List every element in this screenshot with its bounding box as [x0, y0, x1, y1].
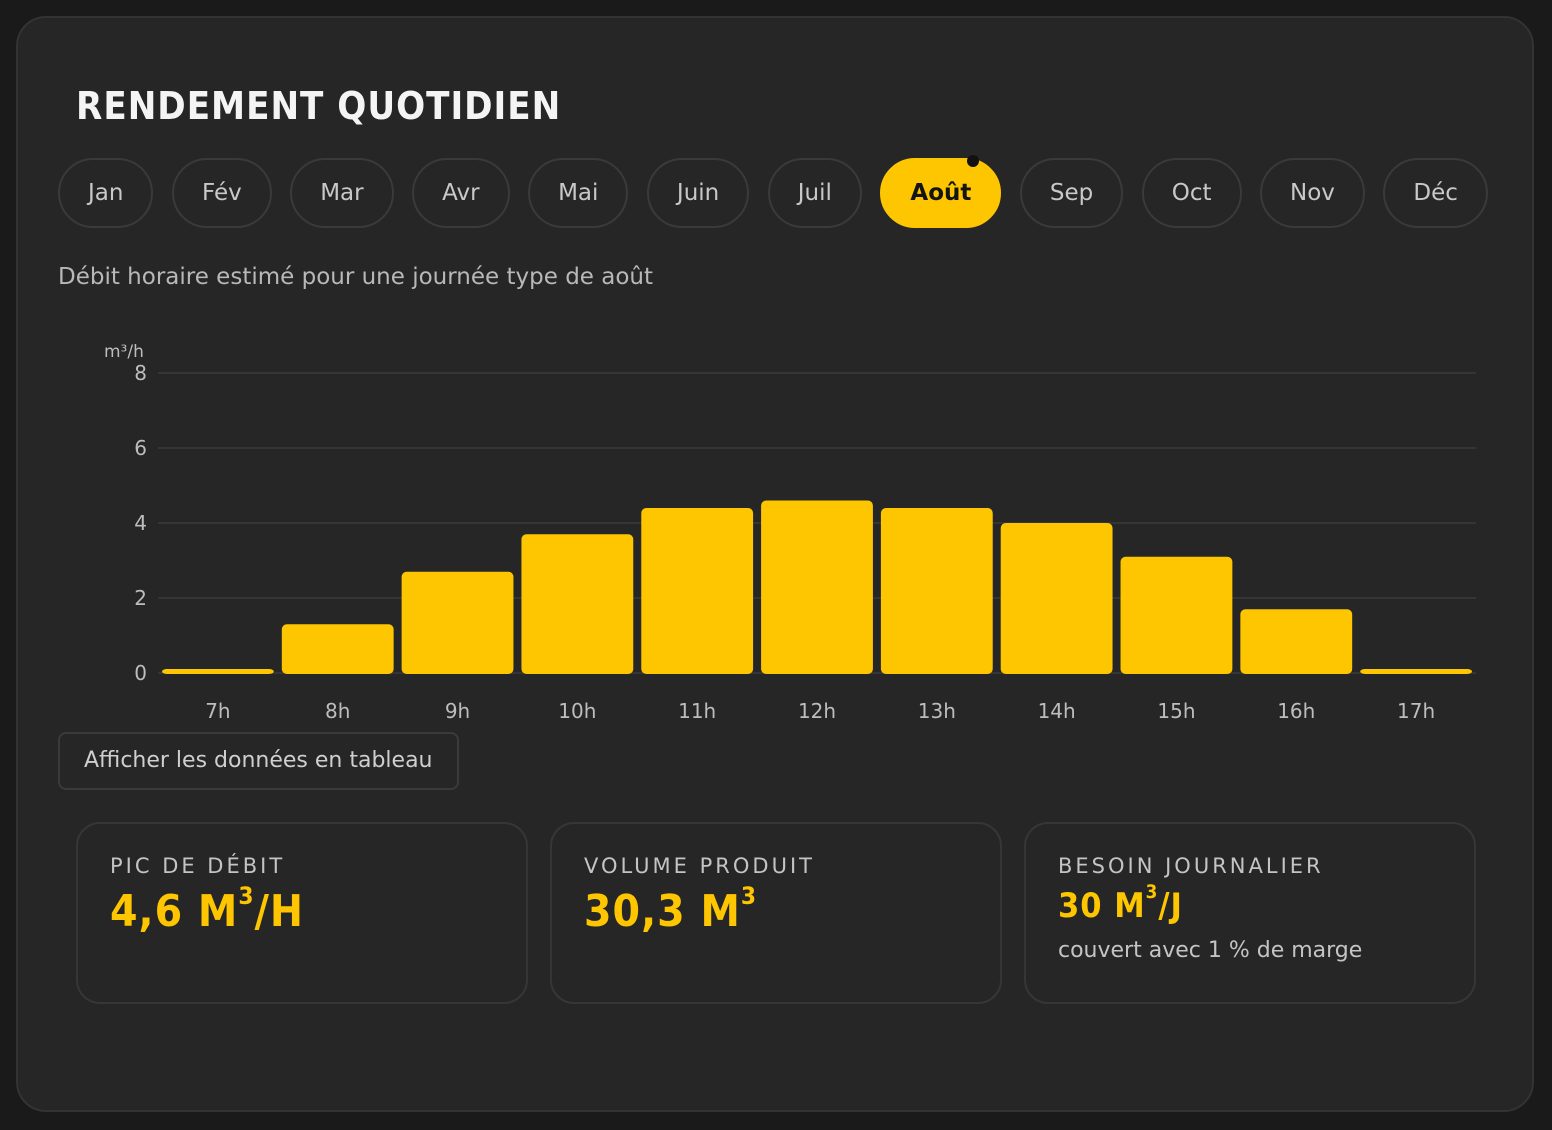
y-axis-unit: m³/h	[104, 342, 144, 362]
x-tick-label: 17h	[1397, 699, 1435, 723]
bar-16h[interactable]	[1240, 609, 1353, 674]
stat-note-need: couvert avec 1 % de marge	[1058, 938, 1363, 963]
month-tab-2[interactable]: Mar	[290, 158, 394, 228]
month-selector: Jan Fév Mar Avr Mai Juin Juil Août Sep Oct Nov Déc	[58, 158, 1488, 228]
bar-11h[interactable]	[641, 508, 754, 674]
y-tick-label: 0	[134, 661, 147, 685]
hourly-flow-chart: 0 2 4 6 8m³/h 7h 8h 9h 10h 11h 12h 13h 14h 15h 16h 17h	[104, 342, 1476, 723]
show-table-button[interactable]: Afficher les données en tableau	[58, 732, 459, 790]
x-tick-label: 13h	[918, 699, 956, 723]
stat-value-need: 30 M3/J	[1058, 882, 1183, 926]
x-tick-label: 14h	[1038, 699, 1076, 723]
month-tab-10[interactable]: Nov	[1260, 158, 1365, 228]
stat-label-peak: PIC DE DÉBIT	[110, 854, 286, 878]
bar-17h[interactable]	[1360, 669, 1472, 674]
stat-label-volume: VOLUME PRODUIT	[584, 854, 815, 878]
month-tab-6[interactable]: Juil	[767, 158, 862, 228]
bar-7h[interactable]	[162, 669, 274, 674]
bar-15h[interactable]	[1120, 556, 1233, 674]
x-tick-label: 7h	[205, 699, 230, 723]
bar-12h[interactable]	[761, 500, 873, 675]
x-tick-label: 16h	[1277, 699, 1315, 723]
bar-13h[interactable]	[880, 508, 993, 674]
x-tick-label: 9h	[445, 699, 470, 723]
month-tab-3[interactable]: Avr	[412, 158, 510, 228]
stat-card-need: BESOIN JOURNALIER 30 M3/J couvert avec 1…	[1024, 822, 1476, 1004]
month-tab-1[interactable]: Fév	[171, 158, 272, 228]
chart-subtitle: Débit horaire estimé pour une journée ty…	[58, 264, 654, 290]
card-title: RENDEMENT QUOTIDIEN	[76, 84, 562, 128]
month-tab-11[interactable]: Déc	[1383, 158, 1488, 228]
month-tab-8[interactable]: Sep	[1019, 158, 1124, 228]
y-tick-label: 2	[134, 586, 147, 610]
x-tick-label: 8h	[325, 699, 350, 723]
month-tab-5[interactable]: Juin	[646, 158, 750, 228]
month-tab-0[interactable]: Jan	[58, 158, 154, 228]
bar-9h[interactable]	[401, 571, 514, 674]
x-tick-label: 12h	[798, 699, 836, 723]
month-tab-7[interactable]: Août	[880, 158, 1002, 228]
stat-card-peak: PIC DE DÉBIT 4,6 M3/H	[76, 822, 528, 1004]
x-tick-label: 10h	[558, 699, 596, 723]
month-tab-9[interactable]: Oct	[1141, 158, 1242, 228]
indicator-dot	[967, 155, 979, 167]
stat-value-peak: 4,6 M3/H	[110, 882, 305, 937]
y-tick-label: 8	[134, 361, 147, 385]
x-tick-label: 11h	[678, 699, 716, 723]
y-tick-label: 6	[134, 436, 147, 460]
month-tab-4[interactable]: Mai	[528, 158, 629, 228]
bar-14h[interactable]	[1000, 523, 1113, 674]
stat-card-volume: VOLUME PRODUIT 30,3 M3	[550, 822, 1002, 1004]
stat-label-need: BESOIN JOURNALIER	[1058, 854, 1324, 878]
bar-10h[interactable]	[521, 534, 634, 674]
bar-8h[interactable]	[281, 624, 394, 674]
stat-value-volume: 30,3 M3	[584, 882, 757, 937]
y-tick-label: 4	[134, 511, 147, 535]
x-tick-label: 15h	[1157, 699, 1195, 723]
